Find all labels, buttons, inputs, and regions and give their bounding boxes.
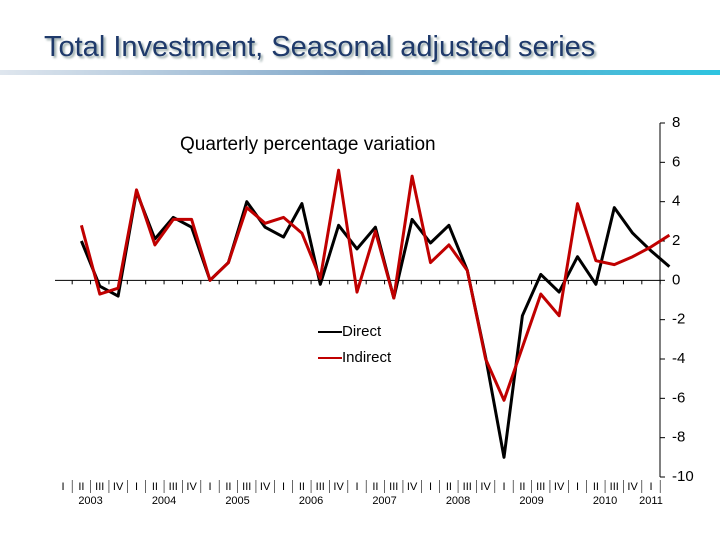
legend-label: Indirect [342, 349, 392, 366]
y-tick-label: -8 [672, 429, 685, 446]
x-tick-label: IV [407, 481, 418, 493]
x-tick-label: I [282, 481, 285, 493]
series-line [79, 168, 671, 402]
x-tick-label: II [446, 481, 452, 493]
year-label: 2011 [639, 495, 663, 507]
x-tick-label: I [429, 481, 432, 493]
x-tick-label: III [536, 481, 545, 493]
chart-subtitle: Quarterly percentage variation [180, 134, 436, 155]
x-tick-label: IV [480, 481, 491, 493]
x-tick-label: II [372, 481, 378, 493]
x-tick-label: I [576, 481, 579, 493]
x-tick-label: I [649, 481, 652, 493]
y-tick-label: -6 [672, 389, 685, 406]
y-tick-label: -2 [672, 311, 685, 328]
x-tick-label: I [208, 481, 211, 493]
x-tick-label: IV [333, 481, 344, 493]
x-tick-label: IV [260, 481, 271, 493]
title-box: Total Investment, Seasonal adjusted seri… [44, 32, 596, 63]
x-tick-label: IV [113, 481, 124, 493]
year-label: 2009 [519, 495, 543, 507]
x-tick-label: I [355, 481, 358, 493]
x-tick-label: III [463, 481, 472, 493]
x-tick-label: I [61, 481, 64, 493]
y-tick-label: 4 [672, 193, 680, 210]
year-label: 2005 [225, 495, 249, 507]
x-tick-label: II [519, 481, 525, 493]
year-label: 2008 [446, 495, 470, 507]
x-tick-label: IV [554, 481, 565, 493]
title-rule [0, 70, 720, 75]
year-label: 2004 [152, 495, 176, 507]
x-tick-label: III [316, 481, 325, 493]
x-tick-label: II [78, 481, 84, 493]
year-label: 2006 [299, 495, 323, 507]
chart-title: Total Investment, Seasonal adjusted seri… [44, 32, 596, 63]
y-tick-label: 2 [672, 232, 680, 249]
x-tick-label: IV [186, 481, 197, 493]
y-tick-label: -4 [672, 350, 685, 367]
x-tick-label: II [225, 481, 231, 493]
y-tick-label: 6 [672, 153, 680, 170]
y-tick-label: 0 [672, 271, 680, 288]
x-tick-label: III [95, 481, 104, 493]
year-label: 2007 [372, 495, 396, 507]
x-tick-label: IV [627, 481, 638, 493]
x-tick-label: III [610, 481, 619, 493]
year-label: 2010 [593, 495, 617, 507]
x-tick-label: II [152, 481, 158, 493]
x-tick-label: II [299, 481, 305, 493]
x-tick-label: III [389, 481, 398, 493]
x-tick-label: III [169, 481, 178, 493]
legend-label: Direct [342, 323, 382, 340]
y-tick-label: -10 [672, 468, 694, 485]
x-tick-label: III [242, 481, 251, 493]
x-tick-label: I [135, 481, 138, 493]
x-tick-label: II [593, 481, 599, 493]
y-tick-label: 8 [672, 114, 680, 131]
year-label: 2003 [78, 495, 102, 507]
x-tick-label: I [502, 481, 505, 493]
